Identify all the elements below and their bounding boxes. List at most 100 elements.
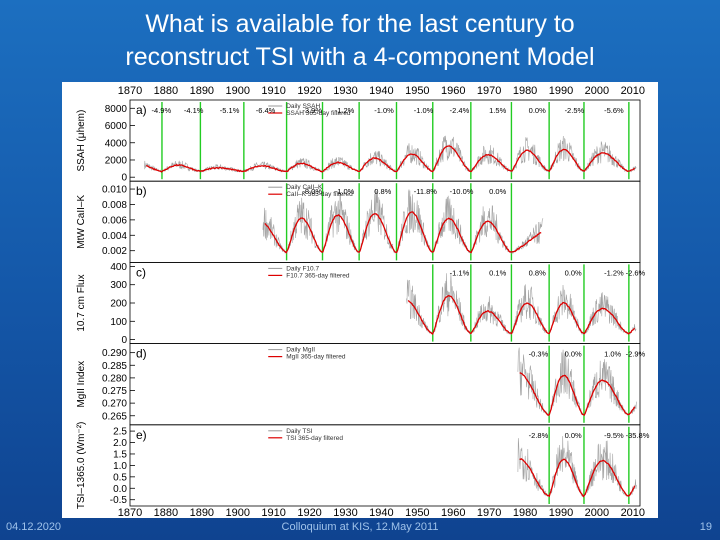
- legend-filtered-label: SSAH 365-day filtered: [286, 110, 351, 117]
- percent-annotation: 1.0%: [604, 350, 621, 359]
- y-tick-label: 4000: [105, 138, 128, 149]
- slide-title-line-2: reconstruct TSI with a 4-component Model: [125, 43, 595, 71]
- panel-f107: 0 100 200 300 400 10.7 cm Flux c) Daily F10.7F1…: [76, 262, 646, 346]
- percent-annotation: 1.5%: [489, 106, 506, 115]
- percent-annotation: -11.8%: [414, 187, 438, 196]
- percent-annotation: 0.1%: [489, 268, 506, 277]
- percent-annotation: -4.9%: [152, 106, 172, 115]
- y-tick-label: 0.265: [102, 411, 127, 422]
- x-tick-label-bottom: 1940: [369, 507, 393, 518]
- y-tick-label: 0.008: [102, 200, 127, 211]
- x-tick-label-top: 1990: [549, 85, 573, 97]
- y-tick-label: 2000: [105, 155, 128, 166]
- percent-annotation: -2.5%: [565, 106, 585, 115]
- panel-letter: c): [136, 265, 146, 279]
- x-tick-label-bottom: 1960: [441, 507, 465, 518]
- y-axis-label: MgII Index: [76, 361, 87, 408]
- x-tick-label-bottom: 2000: [585, 507, 609, 518]
- panel-letter: d): [136, 347, 147, 361]
- y-tick-label: 0.0: [113, 484, 127, 495]
- daily-series-line: [517, 347, 637, 417]
- percent-annotation: -2.8%: [529, 431, 549, 440]
- y-tick-label: 2.5: [113, 427, 127, 438]
- x-tick-label-top: 1930: [333, 85, 357, 97]
- percent-annotation: -1.0%: [414, 106, 434, 115]
- x-tick-label-bottom: 1900: [226, 507, 250, 518]
- filtered-series-line: [407, 294, 636, 335]
- y-tick-label: 0.006: [102, 215, 127, 226]
- page-number: 19: [699, 521, 712, 533]
- filtered-series-line: [519, 372, 636, 416]
- percent-annotation: 0.8%: [529, 268, 546, 277]
- y-tick-label: 0.290: [102, 348, 127, 359]
- percent-annotation: -1.0%: [335, 187, 355, 196]
- y-tick-label: 2.0: [113, 438, 127, 449]
- percent-annotation: 0.8%: [374, 187, 391, 196]
- y-tick-label: 0.010: [102, 185, 127, 196]
- percent-annotation: -2.4%: [450, 106, 470, 115]
- x-tick-label-bottom: 1970: [477, 507, 501, 518]
- percent-annotation: 0.0%: [565, 268, 582, 277]
- y-tick-label: -0.5: [110, 495, 128, 506]
- percent-annotation: -1.0%: [374, 106, 394, 115]
- daily-series-line: [517, 436, 637, 498]
- y-tick-label: 1.5: [113, 449, 127, 460]
- panel-frame: [129, 424, 641, 507]
- percent-annotation: -8.0%: [302, 187, 322, 196]
- x-tick-label-bottom: 1920: [297, 507, 321, 518]
- y-tick-label: 400: [110, 262, 127, 273]
- x-tick-label-top: 1890: [190, 85, 214, 97]
- y-tick-label: 200: [110, 299, 127, 310]
- filtered-series-line: [519, 457, 636, 498]
- percent-annotation: -10.0%: [450, 187, 474, 196]
- y-tick-label: 100: [110, 317, 127, 328]
- y-tick-label: 1.0: [113, 461, 127, 472]
- x-tick-label-top: 1980: [513, 85, 537, 97]
- x-tick-label-bottom: 1870: [118, 507, 142, 518]
- y-tick-label: 0: [121, 173, 127, 184]
- filtered-series-line: [264, 211, 542, 254]
- percent-annotation: -5.6%: [604, 106, 624, 115]
- panel-letter: a): [136, 103, 147, 117]
- percent-annotation: 0.0%: [565, 431, 582, 440]
- y-tick-label: 0: [121, 335, 127, 346]
- legend-filtered-label: F10.7 365-day filtered: [286, 272, 350, 279]
- y-tick-label: 0.285: [102, 361, 127, 372]
- y-axis-label: MtW CaII–K: [76, 195, 87, 249]
- x-tick-label-top: 1900: [226, 85, 250, 97]
- x-tick-label-top: 1970: [477, 85, 501, 97]
- y-tick-label: 0.004: [102, 231, 127, 242]
- legend-filtered-label: CaII–K 365-day filtered: [286, 191, 353, 198]
- x-tick-label-bottom: 1880: [154, 507, 178, 518]
- percent-annotation: -2.9%: [626, 350, 646, 359]
- y-axis-label: TSI–1365.0 (Wm⁻²): [76, 422, 87, 510]
- percent-annotation: -2.6%: [626, 268, 646, 277]
- legend-daily-label: Daily MgII: [286, 347, 315, 354]
- daily-series-line: [262, 189, 544, 255]
- panel-tsi: -0.50.00.51.01.52.02.5 TSI–1365.0 (Wm⁻²) e…: [76, 422, 650, 510]
- x-tick-label-bottom: 2010: [621, 507, 645, 518]
- percent-annotation: -35.8%: [626, 431, 650, 440]
- percent-annotation: -3.9%: [302, 106, 322, 115]
- x-tick-label-bottom: 1910: [261, 507, 285, 518]
- chart-figure: 1870 1870 1880 1880 1890 1890 1900 1900 1910 1910…: [62, 82, 658, 518]
- daily-series-line: [406, 273, 637, 336]
- footer-event: Colloquium at KIS, 12.May 2011: [281, 521, 439, 533]
- x-tick-label-bottom: 1950: [405, 507, 429, 518]
- legend-filtered-label: TSI 365-day filtered: [286, 435, 343, 442]
- percent-annotation: -1.2%: [335, 106, 355, 115]
- y-tick-label: 300: [110, 280, 127, 291]
- legend-daily-label: Daily SSAH: [286, 103, 320, 110]
- slide-title-line-1: What is available for the last century t…: [145, 10, 575, 38]
- x-tick-label-bottom: 1990: [549, 507, 573, 518]
- panel-ssa: 0 2000 4000 6000 8000 SSAH (μhem) a) Daily SSAH…: [76, 99, 641, 184]
- y-axis-label: SSAH (μhem): [76, 110, 87, 172]
- percent-annotation: 0.0%: [565, 350, 582, 359]
- y-tick-label: 6000: [105, 121, 128, 132]
- percent-annotation: -6.4%: [256, 106, 276, 115]
- x-tick-label-top: 1880: [154, 85, 178, 97]
- legend-filtered-label: MgII 365-day filtered: [286, 354, 346, 361]
- panel-letter: b): [136, 184, 147, 198]
- y-tick-label: 0.002: [102, 246, 127, 257]
